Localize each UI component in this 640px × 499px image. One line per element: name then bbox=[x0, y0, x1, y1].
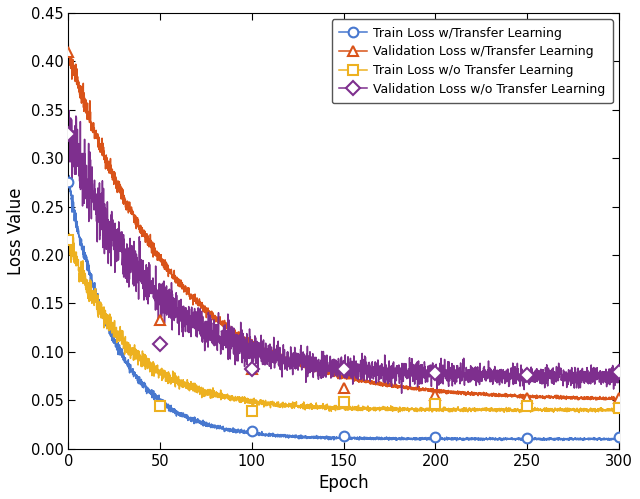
Legend: Train Loss w/Transfer Learning, Validation Loss w/Transfer Learning, Train Loss : Train Loss w/Transfer Learning, Validati… bbox=[332, 19, 613, 103]
X-axis label: Epoch: Epoch bbox=[318, 474, 369, 492]
Y-axis label: Loss Value: Loss Value bbox=[7, 187, 25, 274]
